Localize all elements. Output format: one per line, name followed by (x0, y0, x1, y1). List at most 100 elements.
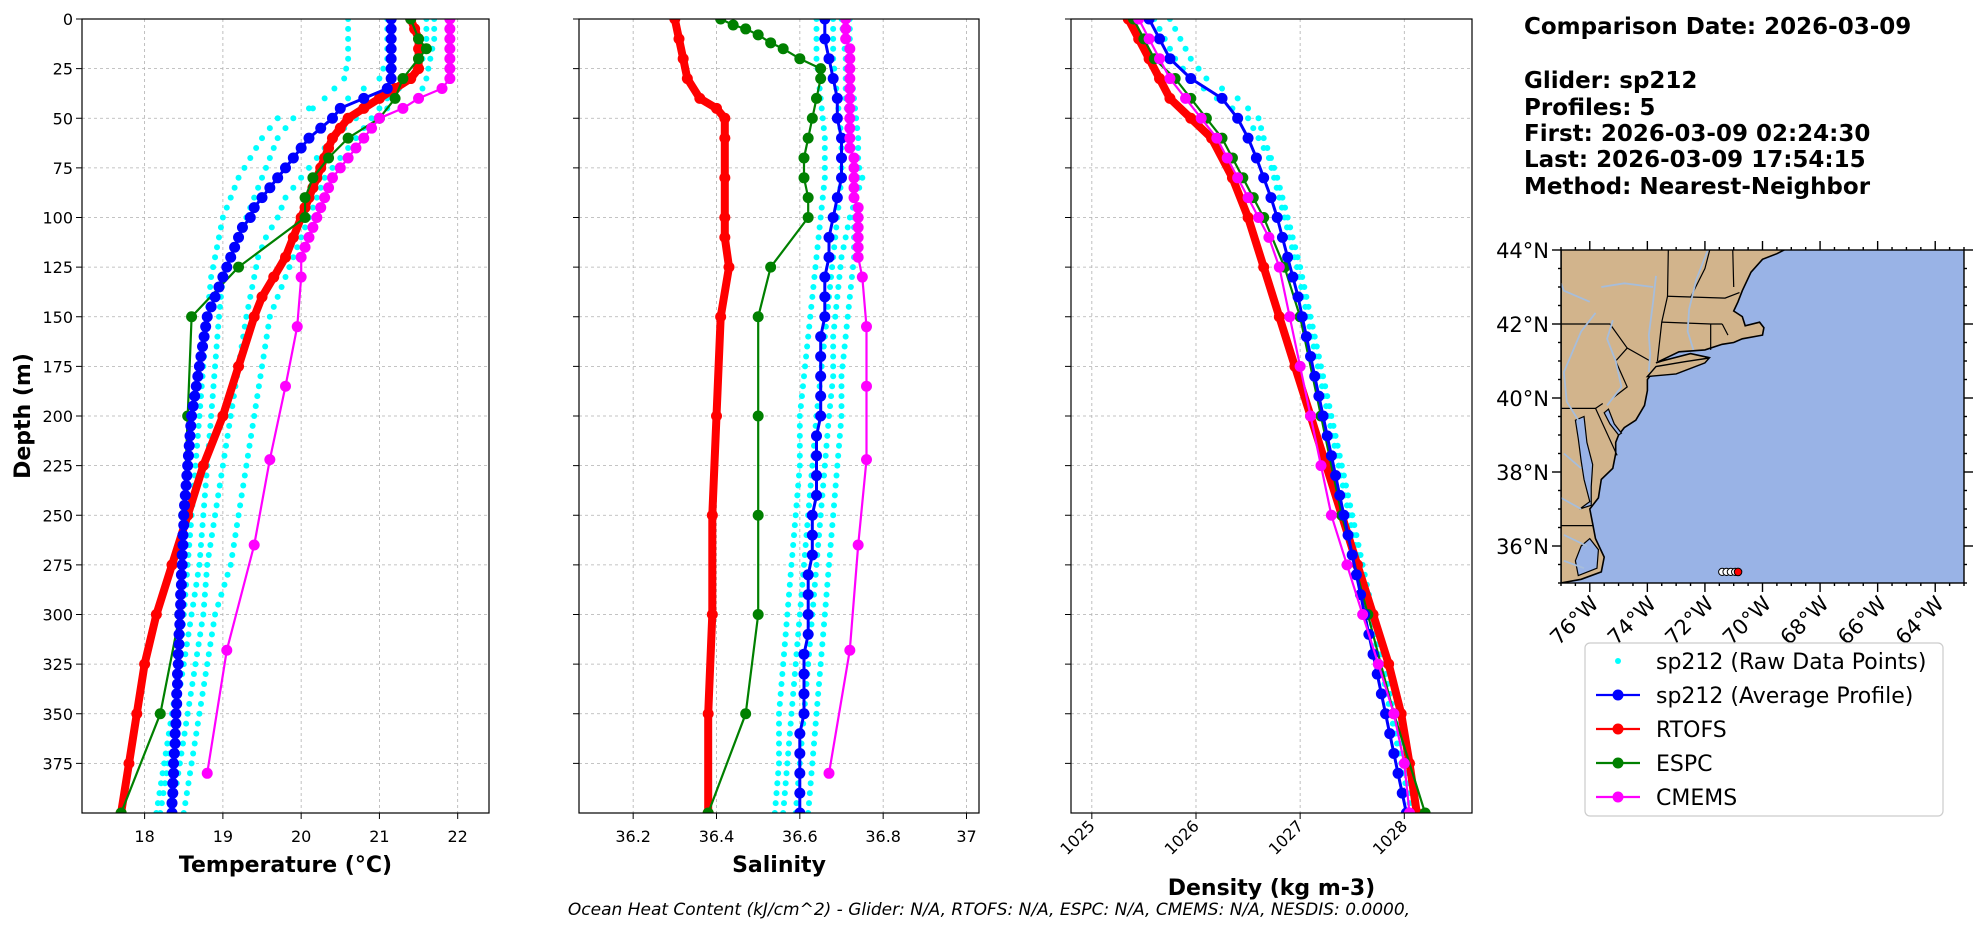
series-marker (1372, 658, 1384, 670)
series-marker (852, 251, 864, 263)
series-marker (844, 92, 856, 104)
raw-data-point (368, 115, 375, 122)
x-tick-label: 22 (448, 827, 468, 846)
series-marker (719, 231, 731, 243)
raw-data-point (847, 283, 854, 290)
series-marker (702, 708, 714, 720)
raw-data-point (202, 581, 209, 588)
series-marker (172, 658, 184, 670)
raw-data-point (270, 303, 277, 310)
raw-data-point (204, 561, 211, 568)
series-marker (794, 747, 806, 759)
series-marker (179, 489, 191, 501)
raw-data-point (835, 283, 842, 290)
raw-data-point (197, 700, 204, 707)
series-marker (844, 43, 856, 55)
raw-data-point (207, 283, 214, 290)
series-marker (848, 172, 860, 184)
raw-data-point (282, 274, 289, 281)
glider-name: Glider: sp212 (1524, 68, 1698, 94)
raw-data-point (194, 720, 201, 727)
raw-data-point (274, 293, 281, 300)
series-marker (326, 172, 338, 184)
raw-data-point (844, 313, 851, 320)
model-position-marker (1733, 567, 1743, 577)
series-marker (1384, 728, 1396, 740)
map-longitude-label: 68°W (1776, 591, 1834, 649)
raw-data-point (305, 164, 312, 171)
raw-data-point (253, 264, 260, 271)
series-marker (823, 767, 835, 779)
raw-data-point (813, 45, 820, 52)
raw-data-point (259, 174, 266, 181)
raw-data-point (190, 671, 197, 678)
raw-data-point (807, 780, 814, 787)
raw-data-point (790, 542, 797, 549)
raw-data-point (251, 194, 258, 201)
raw-data-point (783, 770, 790, 777)
series-marker (752, 609, 764, 620)
series-marker (752, 311, 764, 323)
raw-data-point (341, 75, 348, 82)
raw-data-point (345, 145, 352, 152)
raw-data-point (845, 303, 852, 310)
series-marker (831, 192, 843, 204)
raw-data-point (208, 403, 215, 410)
x-tick-label: 36.6 (782, 827, 818, 846)
raw-data-point (240, 482, 247, 489)
raw-data-point (818, 651, 825, 658)
series-marker (244, 212, 256, 223)
raw-data-point (196, 710, 203, 717)
raw-data-point (253, 145, 260, 152)
series-marker (173, 628, 185, 640)
raw-data-point (1291, 254, 1298, 261)
series-marker (848, 162, 860, 174)
series-marker (444, 63, 456, 75)
series-marker (844, 142, 856, 154)
raw-data-point (810, 283, 817, 290)
raw-data-point (266, 154, 273, 161)
raw-data-point (1255, 115, 1262, 122)
raw-data-point (179, 740, 186, 747)
raw-data-point (791, 671, 798, 678)
series-marker (765, 37, 777, 49)
raw-data-point (184, 710, 191, 717)
series-marker (176, 559, 188, 571)
raw-data-point (210, 522, 217, 529)
series-marker (1294, 360, 1306, 372)
series-marker (806, 549, 818, 561)
y-tick-label: 125 (42, 258, 73, 277)
series-marker (172, 648, 184, 660)
map-latitude-label: 42°N (1496, 313, 1549, 337)
series-marker (299, 241, 311, 253)
series-marker (827, 212, 839, 223)
raw-data-point (821, 621, 827, 628)
series-marker (334, 102, 346, 114)
raw-data-point (848, 274, 855, 281)
series-marker (1315, 460, 1327, 472)
series-marker (802, 212, 814, 223)
raw-data-point (833, 224, 840, 231)
series-marker (1143, 19, 1155, 25)
raw-data-point (247, 293, 254, 300)
series-marker (852, 241, 864, 253)
map-land-layer (1561, 250, 1786, 583)
series-marker (844, 63, 856, 75)
raw-data-point (200, 512, 207, 519)
raw-data-point (829, 522, 836, 529)
raw-data-point (831, 502, 837, 509)
raw-data-point (817, 512, 824, 519)
map-river (1563, 534, 1588, 547)
raw-data-point (210, 621, 217, 628)
raw-data-point (208, 413, 215, 419)
series-marker (236, 221, 248, 233)
series-marker (1164, 73, 1176, 85)
raw-data-point (241, 472, 248, 479)
series-marker (681, 73, 693, 85)
raw-data-point (836, 432, 843, 439)
raw-data-point (230, 542, 237, 549)
raw-data-point (1260, 135, 1267, 142)
raw-data-point (817, 661, 824, 668)
series-marker (179, 499, 191, 511)
raw-data-point (774, 780, 781, 787)
